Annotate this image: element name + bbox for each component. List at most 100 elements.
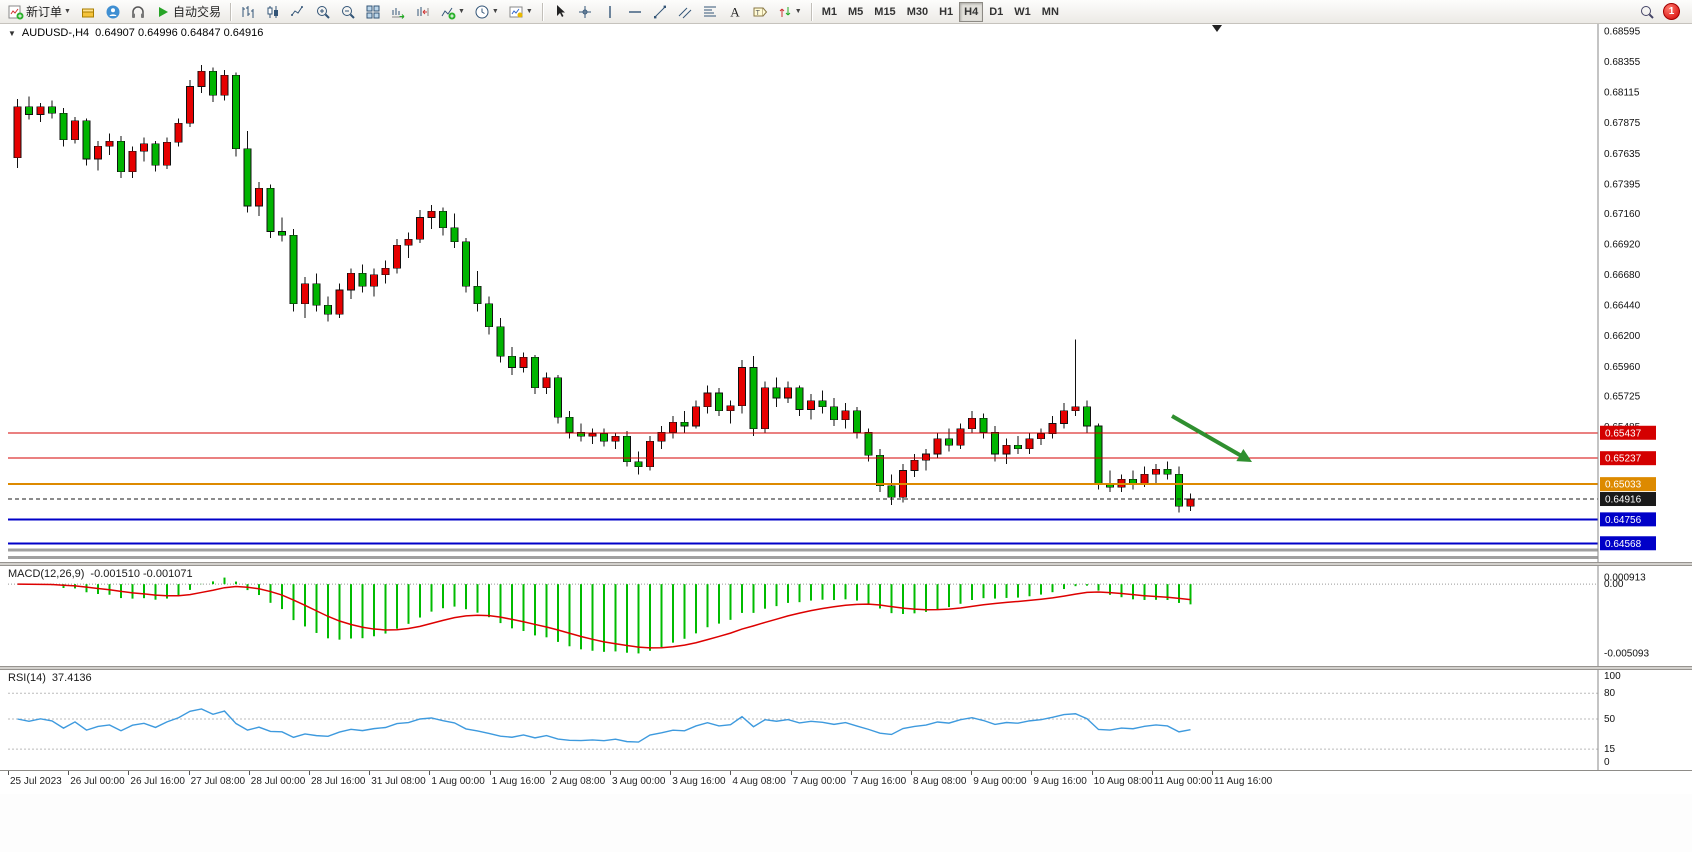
search-icon[interactable] — [1639, 4, 1655, 20]
bar-chart-button[interactable] — [236, 1, 260, 22]
notification-badge[interactable]: 1 — [1663, 3, 1680, 20]
chart-shift-marker-icon[interactable] — [1212, 25, 1222, 32]
templates-button[interactable]: ▼ — [504, 1, 537, 22]
zoom-in-button[interactable] — [311, 1, 335, 22]
price-axis-ticks: 0.68595 0.68355 0.68115 0.67875 0.67635 0.673… — [1604, 27, 1641, 433]
text-tool-button[interactable]: A — [723, 1, 747, 22]
auto-scroll-button[interactable] — [386, 1, 410, 22]
time-axis-tick — [489, 771, 491, 775]
horizontal-line-tool-button[interactable] — [623, 1, 647, 22]
price-label-0.65033: 0.65033 — [1600, 477, 1656, 492]
time-axis-tick — [670, 771, 672, 775]
chart-ohlc-values: 0.64907 0.64996 0.64847 0.64916 — [95, 27, 264, 39]
timeframe-w1[interactable]: W1 — [1009, 2, 1036, 22]
trendline-icon — [652, 4, 668, 20]
market-button[interactable] — [76, 1, 100, 22]
arrows-tool-button[interactable]: ▼ — [773, 1, 806, 22]
new-order-button[interactable]: 新订单 ▼ — [4, 1, 75, 22]
vertical-line-icon — [602, 4, 618, 20]
toolbar-separator — [810, 2, 812, 21]
svg-text:-0.005093: -0.005093 — [1604, 648, 1649, 659]
svg-text:0.66680: 0.66680 — [1604, 270, 1641, 281]
timeframe-mn[interactable]: MN — [1037, 2, 1064, 22]
time-axis-tick — [248, 771, 250, 775]
price-chart-panel[interactable]: ▼ AUDUSD-,H4 0.64907 0.64996 0.64847 0.6… — [0, 24, 1692, 562]
time-axis-tick — [429, 771, 431, 775]
auto-scroll-icon — [390, 4, 406, 20]
svg-text:0.000913: 0.000913 — [1604, 573, 1646, 584]
time-axis-tick — [1031, 771, 1033, 775]
rsi-value: 37.4136 — [51, 672, 92, 684]
zoom-out-button[interactable] — [336, 1, 360, 22]
label-icon: T — [752, 4, 768, 20]
rsi-canvas[interactable]: 100 80 50 15 0 — [0, 670, 1692, 770]
vps-button[interactable] — [126, 1, 150, 22]
time-axis-label: 7 Aug 16:00 — [852, 776, 907, 787]
price-label-0.65237: 0.65237 — [1600, 451, 1656, 466]
svg-text:0.66200: 0.66200 — [1604, 331, 1641, 342]
time-axis-tick — [971, 771, 973, 775]
channel-tool-button[interactable] — [673, 1, 697, 22]
timeframe-m15[interactable]: M15 — [869, 2, 900, 22]
signals-button[interactable] — [101, 1, 125, 22]
timeframe-h1[interactable]: H1 — [934, 2, 958, 22]
vertical-line-tool-button[interactable] — [598, 1, 622, 22]
chevron-down-icon: ▼ — [491, 8, 499, 15]
zoom-out-icon — [340, 4, 356, 20]
time-axis[interactable]: 25 Jul 2023 26 Jul 00:00 26 Jul 16:00 27 Ju… — [0, 770, 1692, 794]
line-chart-button[interactable] — [286, 1, 310, 22]
time-axis-label: 11 Aug 00:00 — [1153, 776, 1212, 787]
label-tool-button[interactable]: T — [748, 1, 772, 22]
svg-text:0.65033: 0.65033 — [1605, 480, 1642, 491]
timeframe-m30[interactable]: M30 — [902, 2, 933, 22]
periods-button[interactable]: ▼ — [470, 1, 503, 22]
chevron-down-icon: ▼ — [457, 8, 465, 15]
macd-values: -0.001510 -0.001071 — [90, 568, 193, 580]
cursor-tool-button[interactable] — [548, 1, 572, 22]
indicators-button[interactable]: ▼ — [436, 1, 469, 22]
panel-splitter[interactable] — [0, 562, 1692, 566]
crosshair-tool-button[interactable] — [573, 1, 597, 22]
collapse-triangle-icon[interactable]: ▼ — [8, 28, 16, 38]
svg-text:80: 80 — [1604, 688, 1616, 699]
market-icon — [80, 4, 96, 20]
tile-windows-button[interactable] — [361, 1, 385, 22]
time-axis-tick — [911, 771, 912, 775]
timeframe-h4[interactable]: H4 — [959, 1, 984, 22]
timeframe-m1[interactable]: M1 — [817, 2, 842, 22]
timeframe-d1[interactable]: D1 — [984, 2, 1008, 22]
trend-arrow[interactable] — [1171, 414, 1252, 462]
time-axis-tick — [68, 771, 70, 775]
price-chart-canvas[interactable]: 0.68595 0.68355 0.68115 0.67875 0.67635 0.673… — [0, 24, 1692, 562]
candle-chart-button[interactable] — [261, 1, 285, 22]
fibonacci-tool-button[interactable] — [698, 1, 722, 22]
macd-signal-line — [17, 583, 1191, 649]
chart-shift-button[interactable] — [411, 1, 435, 22]
chart-shift-icon — [415, 4, 431, 20]
autotrade-icon — [155, 4, 171, 20]
rsi-label: RSI(14) 37.4136 — [8, 672, 92, 684]
time-axis-label: 26 Jul 16:00 — [130, 776, 185, 787]
timeframe-m5[interactable]: M5 — [843, 2, 868, 22]
line-chart-icon — [290, 4, 306, 20]
autotrade-button[interactable]: 自动交易 — [151, 1, 225, 22]
time-axis-label: 1 Aug 00:00 — [431, 776, 485, 787]
price-label-0.65437: 0.65437 — [1600, 425, 1656, 440]
candle-chart-icon — [265, 4, 281, 20]
macd-label: MACD(12,26,9) -0.001510 -0.001071 — [8, 568, 193, 580]
fibonacci-icon — [702, 4, 718, 20]
horizontal-line-icon — [627, 4, 643, 20]
svg-text:0.65725: 0.65725 — [1604, 392, 1641, 403]
panel-splitter[interactable] — [0, 666, 1692, 670]
svg-text:0.68595: 0.68595 — [1604, 27, 1641, 38]
rsi-panel[interactable]: RSI(14) 37.4136 100 80 50 15 0 — [0, 670, 1692, 770]
toolbar-separator — [229, 2, 231, 21]
trendline-tool-button[interactable] — [648, 1, 672, 22]
periods-icon — [474, 4, 490, 20]
price-label-0.64916: 0.64916 — [1600, 492, 1656, 507]
time-axis-tick — [1151, 771, 1153, 775]
macd-panel[interactable]: MACD(12,26,9) -0.001510 -0.001071 0.0009… — [0, 566, 1692, 666]
channel-icon — [677, 4, 693, 20]
svg-text:100: 100 — [1604, 671, 1621, 682]
